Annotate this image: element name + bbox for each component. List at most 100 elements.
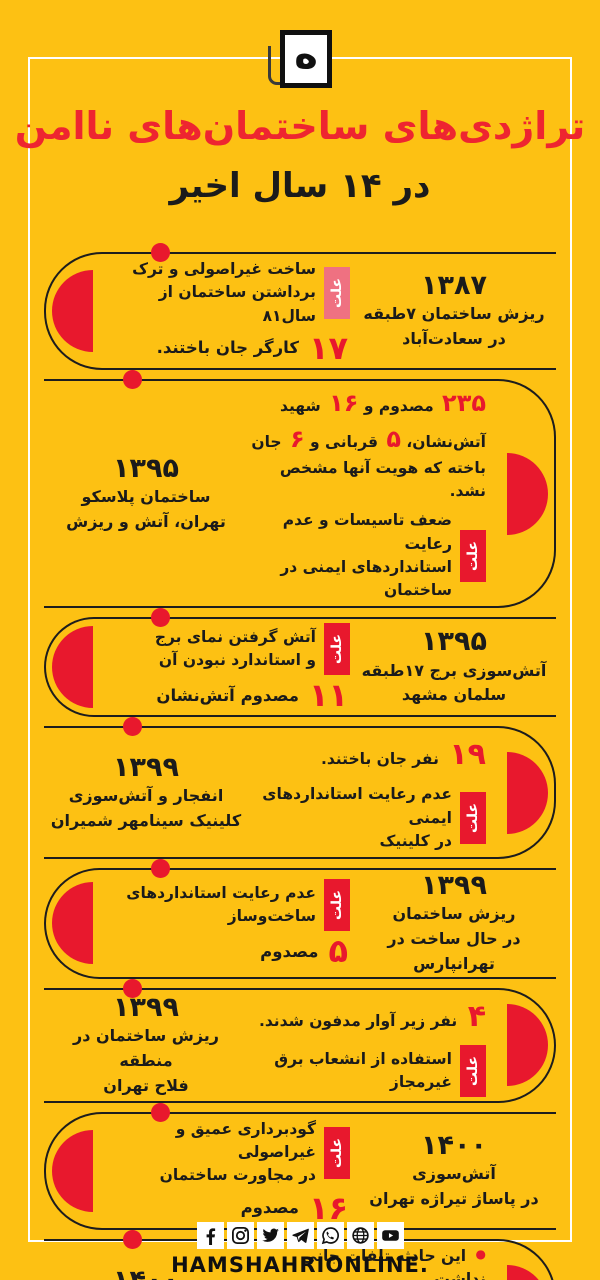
year-block: ۱۳۹۵ ساختمان پلاسکو تهران، آتش و ریزش (48, 453, 244, 535)
place-line: انفجار و آتش‌سوزی (68, 786, 224, 806)
entry-content: ۲۳۵ مصدوم و ۱۶ شهید آتش‌نشان، ۵ قربانی و… (244, 381, 492, 607)
cause-badge: علت (324, 1126, 350, 1179)
page-subtitle: در ۱۴ سال اخیر (169, 166, 431, 206)
logo-inner: ه (285, 35, 327, 83)
cause-line: آتش گرفتن نمای برج (154, 628, 316, 646)
casualty-number: ۱۷ (308, 328, 348, 367)
casualty-number: ۵ (328, 932, 348, 971)
cause-badge-label: علت (328, 277, 345, 308)
cause-text: گودبرداری عمیق و غیراصولی در مجاورت ساخت… (114, 1118, 316, 1188)
year: ۱۴۰۰ (48, 1265, 244, 1280)
red-half-disc (52, 1129, 93, 1212)
cause-badge-label: علت (328, 634, 345, 665)
place-line: آتش‌سوزی (412, 1164, 496, 1184)
casualty-text: ۱۹ نفر جان باختند. (320, 737, 486, 773)
place-line: ساختمان پلاسکو (81, 486, 211, 506)
timeline-dot (151, 608, 170, 628)
cause-line: و استاندارد نبودن آن (158, 651, 316, 670)
casualty-label: مصدوم (260, 941, 319, 961)
year: ۱۳۹۹ (421, 870, 487, 901)
cause-text: ضعف تاسیسات و عدم رعایت استانداردهای ایم… (250, 509, 452, 602)
timeline-dot (123, 978, 142, 998)
entry-content: ۱۹ نفر جان باختند. علت عدم رعایت استاندا… (244, 728, 492, 857)
place-line: آتش‌سوزی برج ۱۷طبقه (361, 660, 547, 680)
cause-badge-label: علت (328, 890, 345, 921)
casualty-label: مصدوم آتش‌نشان (156, 685, 299, 705)
cause-row: علت ضعف تاسیسات و عدم رعایت استانداردهای… (250, 509, 486, 602)
cause-line: گودبرداری عمیق و غیراصولی (175, 1119, 316, 1162)
logo-hook-icon (268, 46, 280, 85)
timeline-entry-1395-plasco: ۲۳۵ مصدوم و ۱۶ شهید آتش‌نشان، ۵ قربانی و… (44, 369, 556, 609)
timeline-dot (123, 1229, 142, 1249)
casualty-label: مصدوم (240, 1198, 299, 1218)
youtube-icon[interactable] (376, 1222, 404, 1249)
place-line: ریزش ساختمان در منطقه (72, 1026, 219, 1071)
cause-badge: علت (324, 879, 350, 932)
timeline-dot (151, 859, 170, 878)
timeline-entry-1400-tirazheh: ۱۴۰۰ آتش‌سوزی در پاساژ تیراژه تهران علت … (44, 1102, 556, 1230)
place-line: در حال ساخت در تهرانپارس (387, 929, 521, 973)
cause-line: ساخت غیراصولی و ترک (132, 260, 316, 278)
cause-badge-label: علت (464, 803, 481, 834)
year-block: ۱۴۰۰ آتش‌سوزی برج رامیلا در چالوس (48, 1265, 244, 1280)
logo-letter: ه (294, 32, 318, 78)
instagram-icon[interactable] (226, 1222, 254, 1249)
cause-badge-label: علت (464, 540, 481, 571)
place-line: فلاح تهران (103, 1075, 189, 1095)
casualty-number: ۱۶ (308, 1188, 348, 1227)
red-half-disc (52, 626, 93, 709)
timeline-entry-1395-mashhad: ۱۳۹۵ آتش‌سوزی برج ۱۷طبقه سلمان مشهد علت … (44, 608, 556, 718)
casualty-number: ۱۱ (308, 676, 348, 715)
year: ۱۳۹۵ (113, 452, 179, 484)
cause-line: در کلینیک (379, 831, 452, 850)
cause-badge: علت (460, 529, 486, 582)
stats-row: ۱۷ کارگر جان باختند. (114, 332, 350, 364)
timeline-dot (123, 717, 142, 737)
cause-line: ضعف تاسیسات و عدم رعایت (282, 511, 452, 553)
place-line: کلینیک سینامهر شمیران (50, 810, 242, 830)
entry-content: علت عدم رعایت استانداردهای ساخت‌وساز ۵ م… (108, 875, 356, 971)
cause-badge: علت (324, 266, 350, 319)
red-half-disc (507, 452, 548, 535)
year-block: ۱۳۹۹ ریزش ساختمان در حال ساخت در تهرانپا… (356, 870, 552, 977)
year: ۱۳۹۵ (421, 626, 487, 658)
cause-badge: علت (460, 792, 486, 845)
cause-badge-label: علت (464, 1055, 481, 1086)
timeline: ۱۳۸۷ ریزش ساختمان ۷طبقه در سعادت‌آباد عل… (44, 243, 556, 1280)
telegram-icon[interactable] (286, 1222, 314, 1249)
cause-line: در مجاورت ساختمان (159, 1166, 316, 1185)
cause-row: علت گودبرداری عمیق و غیراصولی در مجاورت … (114, 1118, 350, 1188)
page-title: تراژدی‌های ساختمان‌های ناامن (14, 104, 586, 148)
social-icons-row (0, 1222, 600, 1249)
cause-line: عدم رعایت استانداردهای (126, 884, 316, 903)
place-line: در پاساژ تیراژه تهران (369, 1188, 539, 1208)
cause-badge-label: علت (328, 1137, 345, 1168)
cause-text: عدم رعایت استانداردهای ساخت‌وساز (126, 882, 316, 929)
year-block: ۱۳۹۹ انفجار و آتش‌سوزی کلینیک سینامهر شم… (48, 752, 244, 834)
stats-row: ۱۱ مصدوم آتش‌نشان (114, 679, 350, 711)
timeline-dot (151, 243, 170, 262)
year: ۱۳۸۷ (421, 269, 487, 301)
facebook-icon[interactable] (196, 1222, 224, 1249)
place-line: ریزش ساختمان (392, 904, 516, 924)
cause-row: علت آتش گرفتن نمای برج و استاندارد نبودن… (114, 623, 350, 676)
casualty-text: ۴ نفر زیر آوار مدفون شدند. (258, 998, 486, 1034)
entry-content: علت آتش گرفتن نمای برج و استاندارد نبودن… (108, 619, 356, 715)
cause-line: غیرمجاز (389, 1072, 452, 1091)
cause-text: عدم رعایت استانداردهای ایمنی در کلینیک (250, 783, 452, 853)
timeline-entry-1399-clinic: ۱۹ نفر جان باختند. علت عدم رعایت استاندا… (44, 717, 556, 859)
cause-row: علت عدم رعایت استانداردهای ساخت‌وساز (114, 879, 350, 932)
timeline-dot (123, 369, 142, 389)
casualty-label: کارگر جان باختند. (156, 338, 299, 358)
globe-icon[interactable] (346, 1222, 374, 1249)
whatsapp-icon[interactable] (316, 1222, 344, 1249)
entry-content: علت گودبرداری عمیق و غیراصولی در مجاورت … (108, 1114, 356, 1228)
cause-text: ساخت غیراصولی و ترک برداشتن ساختمان از س… (114, 258, 316, 328)
place-line: تهران، آتش و ریزش (66, 511, 226, 531)
entry-content: ● این حادثه تلفات جانی نداشت. علت اتصالا… (244, 1241, 492, 1280)
place-line: در سعادت‌آباد (402, 329, 506, 349)
year-block: ۱۴۰۰ آتش‌سوزی در پاساژ تیراژه تهران (356, 1130, 552, 1212)
twitter-icon[interactable] (256, 1222, 284, 1249)
stats-row: ۱۶ مصدوم (114, 1192, 350, 1224)
place-line: ریزش ساختمان ۷طبقه (363, 304, 545, 324)
